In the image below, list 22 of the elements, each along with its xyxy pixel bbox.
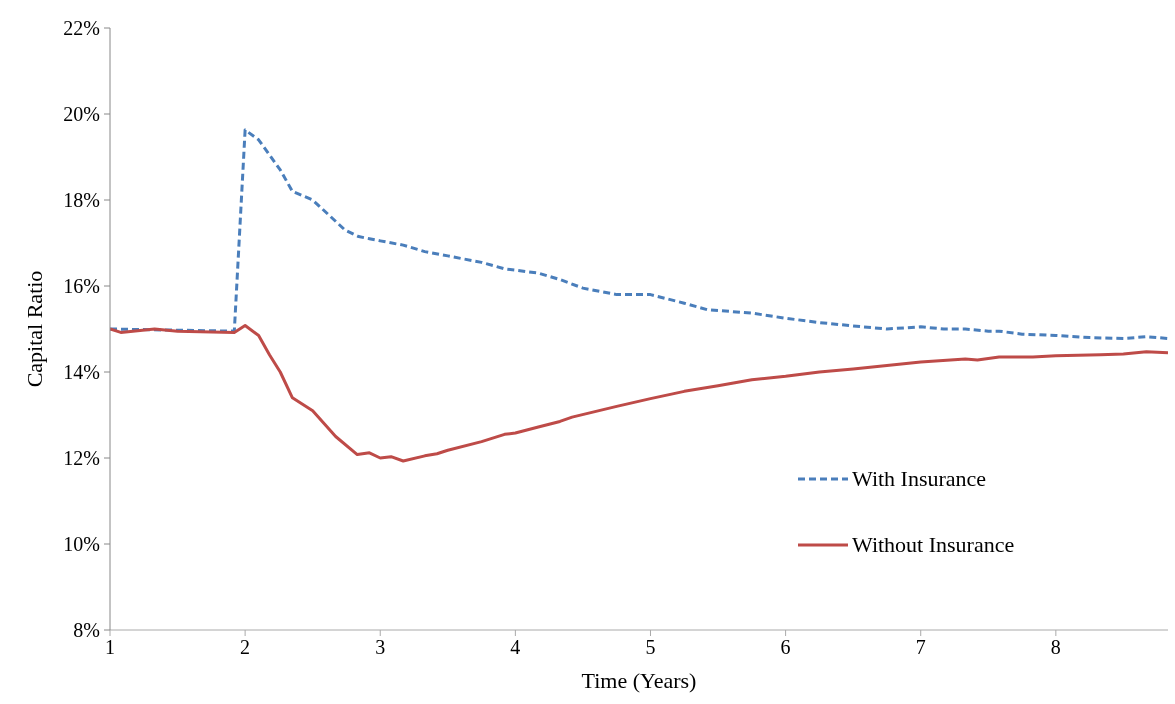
y-axis-title: Capital Ratio [21, 270, 47, 388]
legend-label: Without Insurance [852, 532, 1015, 558]
x-tick-label: 8 [1050, 636, 1061, 658]
y-tick-label: 14% [63, 361, 100, 383]
line-series [110, 324, 1168, 463]
y-tick-label: 12% [63, 447, 100, 469]
y-tick-label: 22% [63, 17, 100, 39]
y-tick-label: 16% [63, 275, 100, 297]
x-axis-title: Time (Years) [581, 668, 697, 693]
y-tick-label: 20% [63, 103, 100, 125]
x-tick-label: 5 [645, 636, 656, 658]
x-tick-label: 6 [780, 636, 791, 658]
legend-label: With Insurance [852, 466, 987, 492]
x-tick-label: 4 [510, 636, 521, 658]
y-tick-label: 8% [73, 619, 100, 641]
x-tick-label: 1 [105, 636, 115, 658]
x-tick-label: 7 [915, 636, 926, 658]
x-tick-label: 3 [375, 636, 386, 658]
y-tick-label: 18% [63, 189, 100, 211]
x-tick-label: 2 [240, 636, 251, 658]
y-tick-label: 10% [63, 533, 100, 555]
line-series [110, 128, 1168, 340]
